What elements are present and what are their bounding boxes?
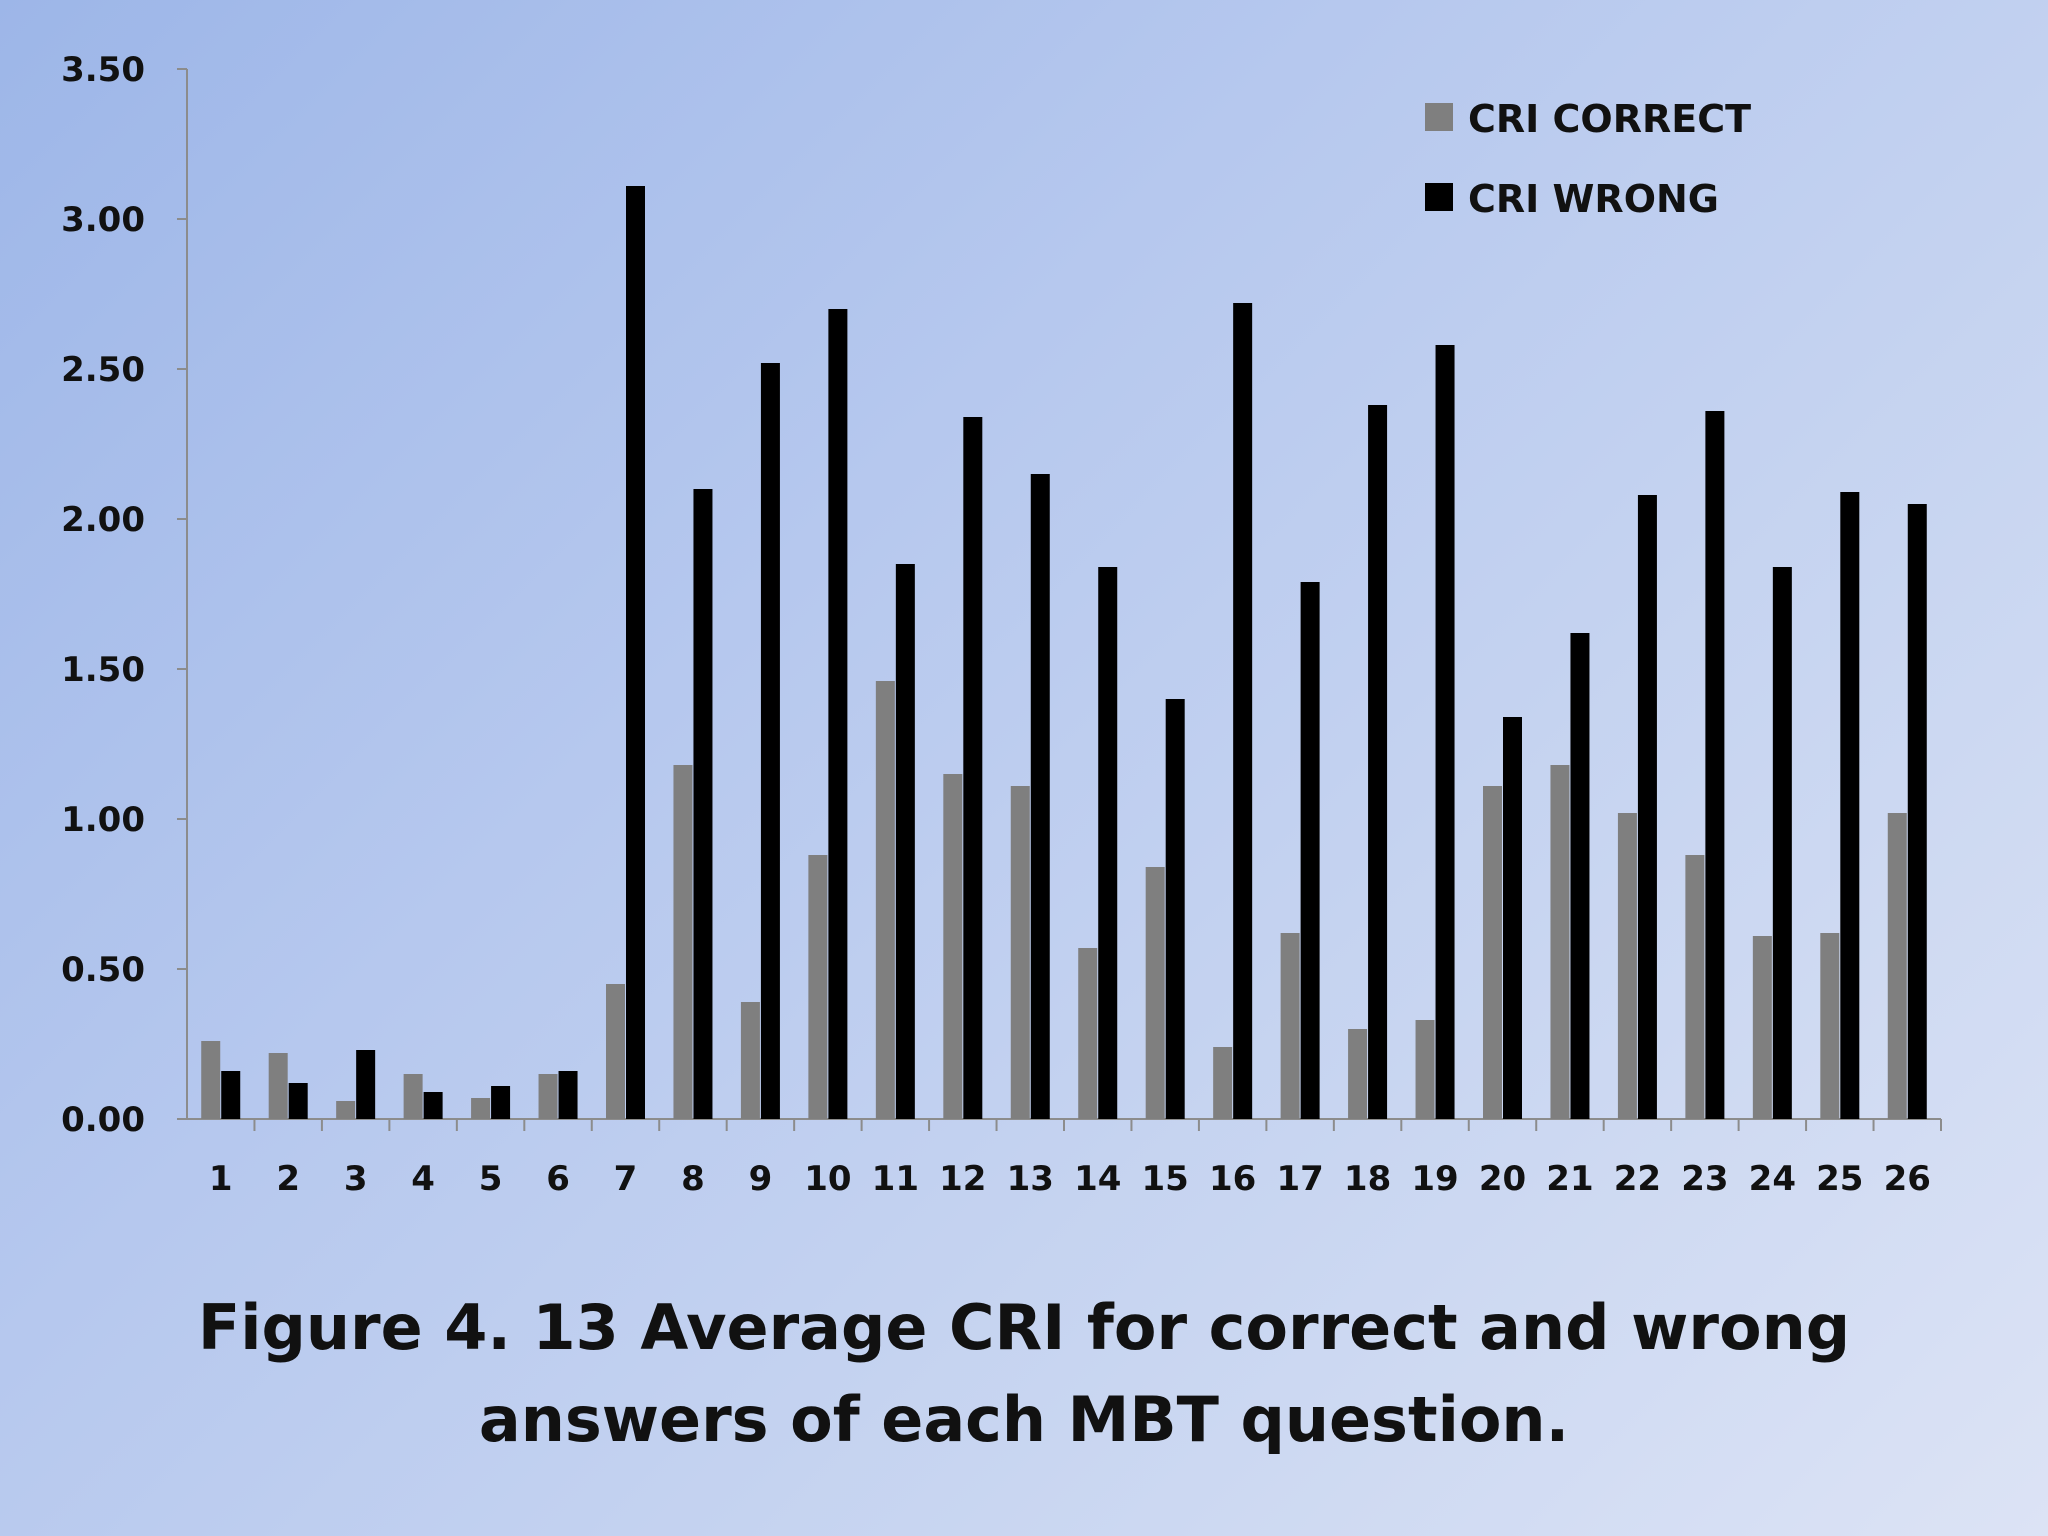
x-tick-label: 26 [1884, 1159, 1931, 1199]
bar-cri-wrong [1098, 567, 1118, 1119]
x-tick-label: 11 [872, 1159, 919, 1199]
bar-cri-correct [201, 1041, 221, 1119]
x-tick-label: 8 [681, 1159, 705, 1199]
x-tick-label: 25 [1816, 1159, 1863, 1199]
bar-cri-correct [1213, 1047, 1233, 1119]
bar-cri-correct [1010, 786, 1030, 1119]
x-tick-label: 14 [1074, 1159, 1121, 1199]
bar-cri-correct [1685, 855, 1705, 1119]
bar-cri-correct [336, 1101, 356, 1119]
x-tick-label: 6 [546, 1159, 570, 1199]
x-tick-label: 23 [1681, 1159, 1728, 1199]
bar-cri-correct [268, 1053, 288, 1119]
bar-cri-correct [875, 681, 895, 1119]
caption-line-2: answers of each MBT question. [478, 1383, 1570, 1456]
bar-cri-wrong [491, 1086, 511, 1119]
x-tick-label: 15 [1142, 1159, 1189, 1199]
bar-cri-wrong [1637, 495, 1657, 1119]
legend: CRI CORRECT CRI WRONG [1425, 97, 1751, 221]
bar-cri-correct [538, 1074, 558, 1119]
bar-cri-wrong [1300, 582, 1320, 1119]
y-tick-label: 3.00 [61, 200, 145, 240]
legend-label: CRI WRONG [1468, 177, 1719, 221]
bar-cri-wrong [1772, 567, 1792, 1119]
y-axis: 0.00 0.50 1.00 1.50 2.00 2.50 3.00 3.50 [61, 50, 188, 1140]
x-tick-label: 1 [209, 1159, 233, 1199]
bar-cri-wrong [1705, 411, 1725, 1119]
x-tick-label: 24 [1749, 1159, 1796, 1199]
bar-cri-wrong [760, 363, 780, 1119]
bar-cri-wrong [423, 1092, 443, 1119]
x-tick-label: 22 [1614, 1159, 1661, 1199]
x-tick-label: 10 [804, 1159, 851, 1199]
legend-swatch [1425, 103, 1453, 131]
bar-cri-wrong [1907, 504, 1927, 1119]
bar-cri-correct [403, 1074, 423, 1119]
bar-cri-correct [740, 1002, 760, 1119]
y-tick-label: 0.00 [61, 1100, 145, 1140]
bar-cri-wrong [1030, 474, 1050, 1119]
bar-cri-wrong [221, 1071, 241, 1119]
figure-caption: Figure 4. 13 Average CRI for correct and… [0, 1282, 2048, 1466]
bar-cri-correct [1078, 948, 1098, 1119]
x-tick-label: 20 [1479, 1159, 1526, 1199]
bar-cri-wrong [558, 1071, 578, 1119]
bar-cri-correct [1550, 765, 1570, 1119]
x-tick-label: 21 [1546, 1159, 1593, 1199]
bar-cri-correct [1752, 936, 1772, 1119]
bar-cri-correct [606, 984, 625, 1119]
caption-line-1: Figure 4. 13 Average CRI for correct and… [197, 1291, 1851, 1364]
y-tick-label: 3.50 [61, 50, 145, 90]
x-tick-label: 5 [479, 1159, 503, 1199]
bar-cri-wrong [828, 309, 848, 1119]
bar-cri-wrong [1165, 699, 1185, 1119]
bars [201, 186, 1927, 1119]
legend-swatch [1425, 183, 1453, 211]
y-tick-label: 1.50 [61, 650, 145, 690]
bar-cri-wrong [1233, 303, 1253, 1119]
x-tick-label: 12 [939, 1159, 986, 1199]
x-axis: 1 2 3 4 5 6 7 8 9 10 11 12 13 14 15 16 17 18 19 20 21 22 23 24 2… [187, 1118, 1942, 1199]
bar-cri-correct [1280, 933, 1300, 1119]
bar-cri-correct [1415, 1020, 1435, 1119]
bar-cri-wrong [288, 1083, 308, 1119]
x-tick-label: 18 [1344, 1159, 1391, 1199]
y-tick-label: 1.00 [61, 800, 145, 840]
bar-cri-correct [471, 1098, 491, 1119]
y-tick-label: 2.00 [61, 500, 145, 540]
bar-cri-correct [1145, 867, 1165, 1119]
x-tick-label: 17 [1276, 1159, 1323, 1199]
x-tick-label: 4 [411, 1159, 435, 1199]
bar-cri-wrong [1840, 492, 1860, 1119]
bar-cri-correct [1617, 813, 1637, 1119]
x-tick-label: 13 [1007, 1159, 1054, 1199]
x-tick-label: 3 [344, 1159, 368, 1199]
bar-cri-wrong [693, 489, 713, 1119]
x-tick-label: 9 [749, 1159, 773, 1199]
bar-cri-correct [1348, 1029, 1368, 1119]
bar-cri-correct [1483, 786, 1502, 1119]
bar-cri-wrong [1570, 633, 1590, 1119]
bar-cri-correct [943, 774, 963, 1119]
bar-cri-wrong [895, 564, 915, 1119]
bar-cri-correct [1887, 813, 1907, 1119]
bar-cri-wrong [1503, 717, 1522, 1119]
bar-cri-wrong [1435, 345, 1455, 1119]
bar-cri-wrong [356, 1050, 376, 1119]
bar-cri-wrong [963, 417, 983, 1119]
y-tick-label: 2.50 [61, 350, 145, 390]
bar-cri-wrong [626, 186, 645, 1119]
bar-cri-wrong [1368, 405, 1388, 1119]
x-tick-label: 2 [276, 1159, 300, 1199]
x-tick-label: 16 [1209, 1159, 1256, 1199]
bar-cri-correct [808, 855, 828, 1119]
x-tick-label: 19 [1411, 1159, 1458, 1199]
legend-label: CRI CORRECT [1468, 97, 1751, 141]
x-tick-label: 7 [614, 1159, 638, 1199]
bar-cri-correct [1820, 933, 1840, 1119]
y-tick-label: 0.50 [61, 950, 145, 990]
bar-cri-correct [673, 765, 693, 1119]
